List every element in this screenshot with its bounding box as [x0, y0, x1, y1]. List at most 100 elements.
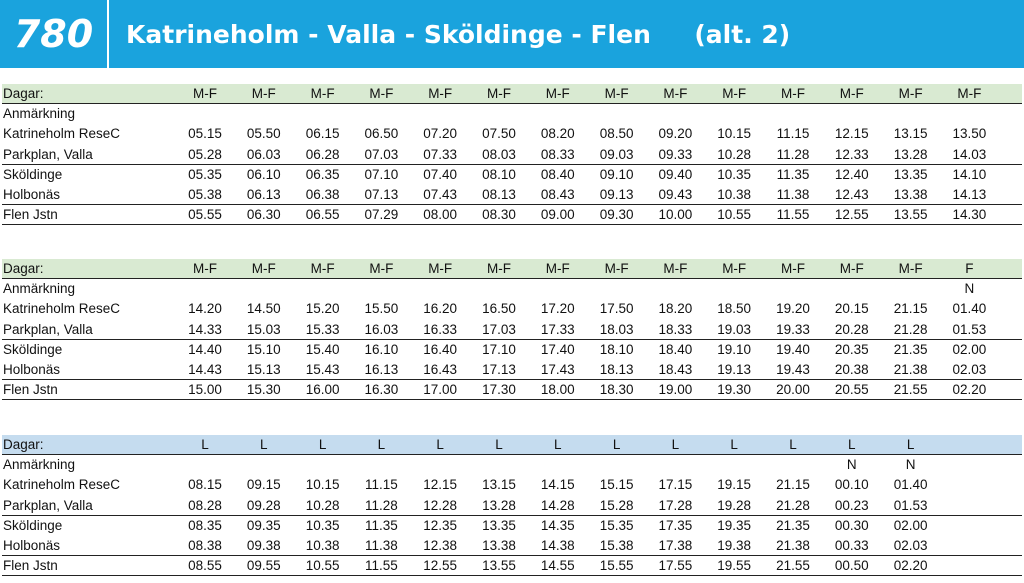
stop-row-cell: 02.20 [893, 558, 928, 574]
header-divider [107, 0, 109, 68]
route-number: 780 [0, 0, 107, 68]
stop-row-cell: 14.40 [188, 341, 222, 357]
stop-row-label: Holbonäs [3, 186, 61, 202]
days-row-cell: M-F [663, 261, 688, 276]
stop-row-cell: 11.35 [365, 517, 398, 533]
stop-row-cell: 13.38 [482, 537, 516, 553]
stop-row-cell: 06.50 [364, 126, 399, 142]
stop-row-cell: 15.10 [246, 341, 281, 357]
stop-row-cell: 21.15 [893, 301, 928, 317]
stop-row: Flen Jstn 15.00 15.30 16.00 16.30 17.00 17.30 1… [2, 380, 1022, 401]
stop-row-label: Katrineholm ReseC [3, 126, 121, 142]
stop-row-cell: 07.33 [423, 146, 458, 162]
stop-row-cell: 17.15 [658, 477, 693, 493]
stop-row-cell: 20.15 [834, 301, 869, 317]
remark-row: Anmärkning N [2, 279, 1022, 299]
stop-row-cell: 15.43 [305, 361, 340, 377]
stop-row-cell: 09.30 [599, 207, 634, 223]
stop-row-cell: 06.38 [305, 186, 340, 202]
days-row-cell: M-F [898, 86, 923, 101]
stop-row-cell: 21.35 [893, 341, 928, 357]
days-row-cell: L [260, 437, 268, 452]
days-row-cell: M-F [193, 86, 217, 101]
days-row-cell: M-F [487, 261, 511, 276]
days-row-cell: M-F [781, 86, 805, 101]
stop-row-cell: 18.30 [599, 382, 634, 398]
stop-row-cell: 16.33 [423, 321, 458, 337]
remark-row-cell: N [905, 457, 916, 473]
days-row-cell: M-F [428, 86, 453, 101]
stop-row-cell: 08.40 [540, 166, 575, 182]
stop-row-cell: 08.55 [188, 558, 222, 574]
days-row-cell: L [730, 437, 738, 452]
stop-row-cell: 17.35 [658, 517, 693, 533]
stop-row-label: Katrineholm ReseC [3, 477, 121, 493]
timetable-section: Dagar: M-F M-F M-F M-F M-F M-F M-F M-F M-F M-F M-F M… [2, 259, 1022, 401]
stop-row-cell: 18.43 [658, 361, 693, 377]
days-row-cell: M-F [251, 261, 276, 276]
stop-row-cell: 09.43 [658, 186, 693, 202]
days-row-cell: M-F [604, 261, 629, 276]
stop-row: Parkplan, Valla 05.28 06.03 06.28 07.03 07.33… [2, 145, 1022, 165]
stop-row-cell: 13.15 [893, 126, 928, 142]
stop-row: Katrineholm ReseC 08.15 09.15 10.15 11.15 12.… [2, 475, 1022, 495]
stop-row-cell: 05.35 [188, 166, 222, 182]
stop-row-cell: 15.35 [599, 517, 634, 533]
stop-row-cell: 13.35 [893, 166, 928, 182]
days-row-cell: M-F [310, 261, 335, 276]
stop-row-cell: 12.43 [834, 186, 869, 202]
stop-row-cell: 09.38 [246, 537, 281, 553]
stop-row-cell: 10.28 [717, 146, 752, 162]
stop-row-cell: 06.35 [305, 166, 340, 182]
stop-row-cell: 17.38 [658, 537, 693, 553]
stop-row-cell: 13.15 [482, 477, 516, 493]
stop-row-cell: 11.28 [365, 497, 398, 513]
days-row-cell: M-F [487, 86, 511, 101]
stop-row-cell: 17.20 [540, 301, 575, 317]
stop-row-cell: 13.55 [482, 558, 516, 574]
stop-row: Parkplan, Valla 14.33 15.03 15.33 16.03 16.33… [2, 320, 1022, 340]
stop-row-cell: 17.30 [482, 382, 516, 398]
stop-row-cell: 15.38 [599, 537, 634, 553]
stop-row-cell: 14.38 [540, 537, 575, 553]
stop-row-cell: 00.33 [834, 537, 869, 553]
stop-row-cell: 13.35 [482, 517, 516, 533]
stop-row-cell: 01.40 [952, 301, 987, 317]
stop-row: Katrineholm ReseC 05.15 05.50 06.15 06.50 07.… [2, 124, 1022, 144]
days-row-cell: M-F [604, 86, 629, 101]
stop-row-cell: 16.00 [305, 382, 340, 398]
stop-row-cell: 11.55 [365, 558, 398, 574]
stop-row-cell: 09.35 [246, 517, 281, 533]
stop-row-cell: 00.10 [834, 477, 869, 493]
stop-row-cell: 07.29 [364, 207, 399, 223]
stop-row-cell: 16.13 [364, 361, 399, 377]
stop-row-cell: 14.35 [540, 517, 575, 533]
stop-row-cell: 10.15 [305, 477, 340, 493]
stop-row-cell: 12.40 [834, 166, 869, 182]
stop-row-cell: 14.13 [952, 186, 987, 202]
stop-row-cell: 11.15 [776, 126, 810, 142]
stop-row-cell: 11.35 [776, 166, 810, 182]
stop-row-cell: 14.03 [952, 146, 987, 162]
stop-row-cell: 20.38 [834, 361, 869, 377]
remark-row-label: Anmärkning [3, 106, 76, 122]
days-row-cell: M-F [545, 261, 570, 276]
stop-row-cell: 08.43 [540, 186, 575, 202]
stop-row-cell: 20.28 [834, 321, 869, 337]
stop-row-cell: 18.50 [717, 301, 752, 317]
days-row-cell: M-F [310, 86, 335, 101]
stop-row-cell: 02.00 [952, 341, 987, 357]
days-row-cell: M-F [428, 261, 453, 276]
stop-row-cell: 07.13 [364, 186, 399, 202]
days-row-cell: L [201, 437, 209, 452]
remark-row-label: Anmärkning [3, 457, 76, 473]
days-row: Dagar: M-F M-F M-F M-F M-F M-F M-F M-F M-F M-F M-F M… [2, 84, 1022, 105]
stop-row-cell: 21.35 [776, 517, 810, 533]
route-title: Katrineholm - Valla - Sköldinge - Flen (… [109, 0, 1024, 68]
stop-row-cell: 19.40 [776, 341, 810, 357]
stop-row-label: Parkplan, Valla [3, 321, 93, 337]
stop-row-cell: 06.10 [246, 166, 281, 182]
remark-row: Anmärkning N N [2, 455, 1022, 475]
stop-row: Parkplan, Valla 08.28 09.28 10.28 11.28 12.28… [2, 496, 1022, 516]
stop-row-cell: 15.50 [364, 301, 399, 317]
